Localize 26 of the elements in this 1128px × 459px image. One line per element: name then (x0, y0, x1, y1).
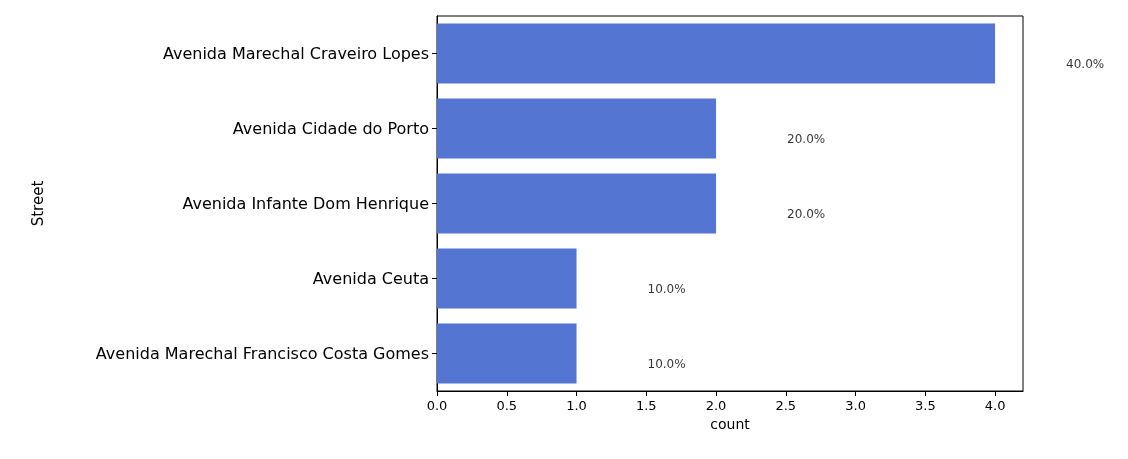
y-tick-label: Avenida Marechal Francisco Costa Gomes (95, 344, 429, 363)
x-tick-label: 0.5 (496, 398, 518, 413)
bar (437, 173, 717, 234)
bar (437, 248, 577, 309)
bar (437, 23, 996, 84)
x-axis-title: count (710, 416, 751, 432)
y-tick-label: Avenida Ceuta (312, 269, 429, 288)
annotation: 10.0% (647, 356, 686, 371)
bar (437, 323, 577, 384)
y-tick-label: Avenida Infante Dom Henrique (182, 194, 429, 213)
y-axis-title: Street (28, 180, 47, 227)
y-tick-label: Avenida Cidade do Porto (232, 119, 429, 138)
annotation: 20.0% (787, 131, 826, 146)
x-tick-label: 0.0 (426, 398, 448, 413)
x-tick-label: 2.0 (705, 398, 727, 413)
text: 40.0% (1066, 56, 1105, 71)
annotation: 20.0% (787, 206, 826, 221)
y-tick-label: Avenida Marechal Craveiro Lopes (162, 44, 429, 63)
annotation: 10.0% (647, 281, 686, 296)
x-tick-label: 4.0 (984, 398, 1006, 413)
bar (437, 98, 717, 159)
x-tick-label: 1.5 (635, 398, 657, 413)
x-tick-label: 1.0 (566, 398, 587, 413)
x-tick-label: 3.0 (845, 398, 866, 413)
x-tick-label: 3.5 (914, 398, 936, 413)
x-tick-label: 2.5 (775, 398, 797, 413)
